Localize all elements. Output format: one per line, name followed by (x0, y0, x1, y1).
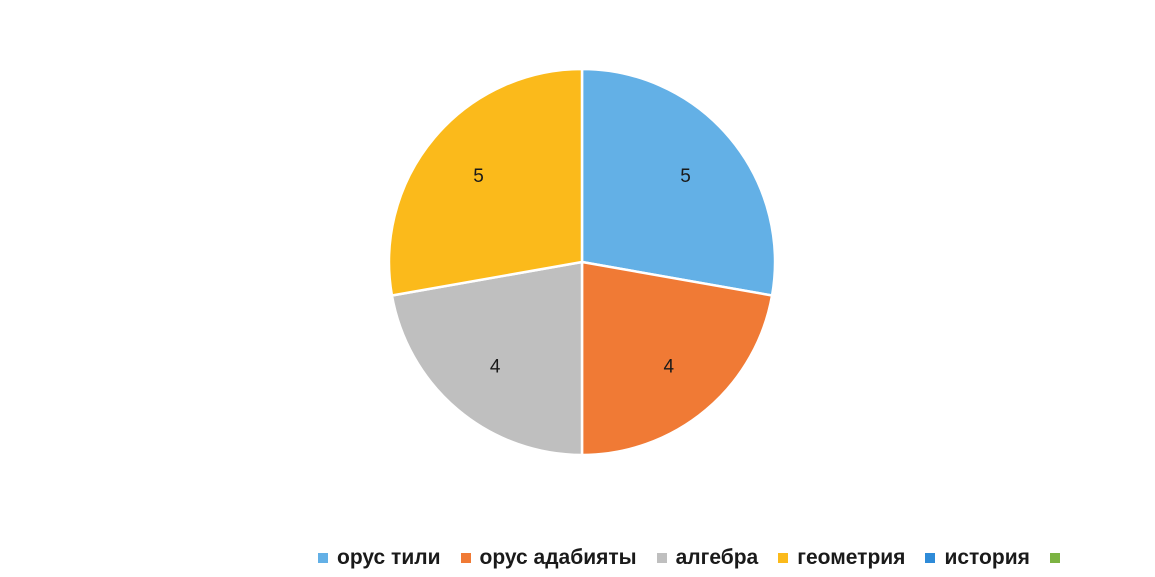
legend-swatch (778, 553, 789, 563)
legend-swatch (460, 553, 471, 563)
pie-data-label-0: 5 (680, 166, 691, 187)
legend-label: геометрия (797, 546, 906, 569)
legend-swatch (925, 553, 936, 563)
legend-item-орус-адабияты: орус адабияты (460, 546, 637, 570)
pie-slice-3 (387, 67, 584, 297)
legend-swatch (656, 553, 667, 563)
legend-swatch (1049, 553, 1060, 563)
legend-item-unnamed (1049, 553, 1069, 563)
legend-item-геометрия: геометрия (778, 546, 905, 570)
pie-data-label-3: 5 (473, 166, 484, 187)
pie-slice-0 (580, 67, 777, 297)
pie-data-label-2: 4 (490, 356, 501, 377)
legend-item-история: история (925, 546, 1030, 570)
legend-label: орус тили (337, 546, 441, 569)
chart-legend: орус тили орус адабияты алгебра геометри… (318, 544, 1069, 572)
pie-slice-2 (390, 260, 584, 457)
pie-data-label-1: 4 (664, 356, 675, 377)
legend-label: орус адабияты (479, 546, 637, 569)
legend-label: алгебра (675, 546, 759, 569)
legend-label: история (944, 546, 1030, 569)
legend-item-алгебра: алгебра (656, 546, 759, 570)
legend-item-орус-тили: орус тили (318, 546, 441, 570)
pie-slice-1 (580, 260, 774, 457)
legend-swatch (318, 553, 328, 563)
